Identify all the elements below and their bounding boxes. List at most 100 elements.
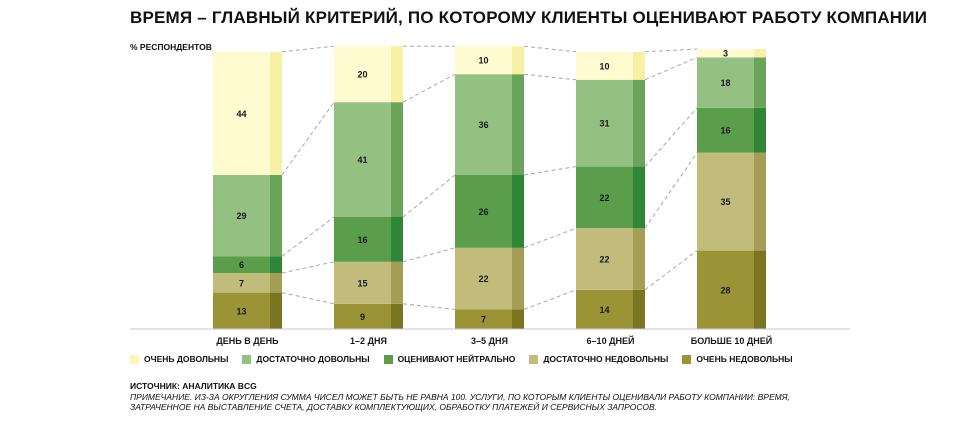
connector-line [523,73,577,81]
bar-segment-side [270,51,282,175]
data-label: 15 [357,278,367,288]
data-label: 36 [478,120,488,130]
legend-label: ОЧЕНЬ НЕДОВОЛЬНЫ [696,354,793,364]
data-label: 28 [720,285,730,295]
data-label: 22 [478,274,488,284]
legend-label: ОЧЕНЬ ДОВОЛЬНЫ [144,354,229,364]
bar-segment-side [633,289,645,329]
bar-segment [576,51,633,80]
data-label: 31 [599,119,609,129]
legend-swatch [682,354,692,364]
bar-segment-side [270,175,282,257]
legend-swatch [383,354,393,364]
bar-segment [334,303,391,329]
legend-swatch [242,354,252,364]
bar-segment-side [391,303,403,329]
connector-line [402,174,456,218]
y-axis-label: % РЕСПОНДЕНТОВ [130,42,212,52]
legend-swatch [130,354,139,364]
stacked-bar-chart: 13 7 6 29 44 9 15 16 41 20 7 22 26 36 10 14 22 22 31 10 28 35… [130,45,850,346]
bar-segment-side [391,261,403,304]
data-label: 6 [239,260,244,270]
bar-segment [455,175,512,248]
bars: 13 7 6 29 44 9 15 16 41 20 7 22 26 36 10 14 22 22 31 10 28 35… [213,46,766,329]
connector-line [644,48,698,53]
data-label: 22 [599,193,609,203]
bar-segment [576,79,633,167]
bar-segment [455,46,512,75]
connector-line [281,261,335,274]
data-label: 7 [481,315,486,325]
bar-segment [213,175,270,257]
bar-segment [213,256,270,273]
category-label: ДЕНЬ В ДЕНЬ [216,336,279,346]
connector-line [523,166,577,176]
connector-line [523,289,577,310]
connector-line [523,45,577,53]
data-label: 20 [357,70,367,80]
legend-item: ДОСТАТОЧНО НЕДОВОЛЬНЫ [529,354,668,364]
data-label: 16 [357,235,367,245]
bar-segment-side [391,46,403,103]
data-label: 14 [599,305,609,315]
bar-segment-side [633,79,645,167]
bar-segment [334,46,391,103]
category-label: БОЛЬШЕ 10 ДНЕЙ [691,335,772,346]
category-label: 3–5 ДНЯ [471,336,508,346]
bar-segment-side [512,175,524,248]
source-text: ИСТОЧНИК: АНАЛИТИКА BCG [130,381,257,391]
connector-line [281,45,335,53]
data-label: 3 [723,49,728,59]
data-label: 16 [720,126,730,136]
bar-segment-side [391,217,403,262]
connector-line [644,152,698,229]
bar-segment [334,217,391,262]
legend-item: ДОСТАТОЧНО ДОВОЛЬНЫ [242,354,370,364]
connector-line [644,107,698,167]
bar-segment-side [754,57,766,108]
bar-segment [334,102,391,217]
data-label: 29 [236,211,246,221]
legend-swatch [529,354,539,364]
bar-segment [213,51,270,175]
category-label: 6–10 ДНЕЙ [587,335,635,346]
data-label: 26 [478,207,488,217]
data-label: 35 [720,197,730,207]
bar-segment-side [391,102,403,217]
legend-label: ОЦЕНИВАЮТ НЕЙТРАЛЬНО [397,354,516,364]
connector-lines [281,45,698,310]
bar-segment-side [754,250,766,329]
category-label: 1–2 ДНЯ [350,336,387,346]
bar-segment-side [270,256,282,273]
bar-segment [455,247,512,310]
bar-segment [576,228,633,290]
note-text: ПРИМЕЧАНИЕ. ИЗ-ЗА ОКРУГЛЕНИЯ СУММА ЧИСЕЛ… [130,392,790,412]
bar-segment-side [512,74,524,175]
bar-segment-side [754,152,766,251]
data-label: 10 [599,61,609,71]
bar-segment [213,273,270,293]
bar-segment-side [633,51,645,80]
connector-line [644,56,698,81]
connector-line [523,227,577,249]
data-label: 41 [357,155,367,165]
connector-line [281,216,335,257]
bar-segment [576,289,633,329]
bar-segment [576,166,633,229]
legend-item: ОЧЕНЬ НЕДОВОЛЬНЫ [682,354,793,364]
bar-segment [334,261,391,304]
legend-label: ДОСТАТОЧНО ДОВОЛЬНЫ [256,354,370,364]
bar-segment [697,250,754,329]
bar-segment [697,49,754,58]
data-label: 13 [236,306,246,316]
bar-segment [213,292,270,329]
bar-segment [697,107,754,153]
bar-segment [455,309,512,329]
category-labels: ДЕНЬ В ДЕНЬ 1–2 ДНЯ 3–5 ДНЯ 6–10 ДНЕЙ БОЛЬШЕ… [216,335,772,346]
legend: ОЧЕНЬ ДОВОЛЬНЫ ДОСТАТОЧНО ДОВОЛЬНЫ ОЦЕНИВА… [130,354,793,364]
data-label: 22 [599,255,609,265]
bar-segment-side [512,247,524,310]
bar-segment-side [754,107,766,153]
connector-line [402,303,456,310]
connector-line [281,292,335,305]
